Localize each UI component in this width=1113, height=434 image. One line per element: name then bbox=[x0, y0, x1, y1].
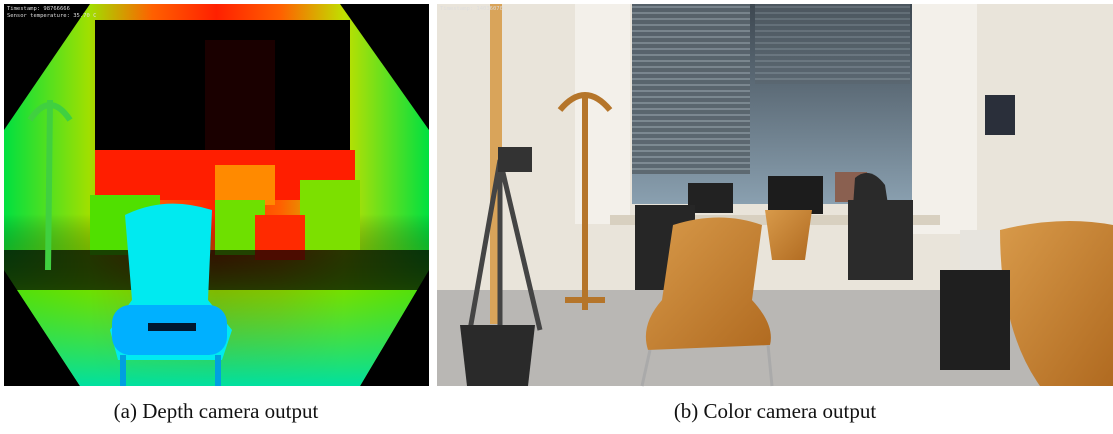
depth-image bbox=[4, 4, 429, 386]
page: Timestamp: 98766666 Sensor temperature: … bbox=[0, 0, 1113, 434]
caption: (a) Depth camera output bbox=[114, 399, 319, 423]
color-image bbox=[437, 4, 1113, 386]
overlay-text: Timestamp: 14036070 bbox=[440, 6, 503, 12]
overlay-text: Timestamp: 98766666 bbox=[7, 6, 70, 12]
figure: Timestamp: 98766666 Sensor temperature: … bbox=[0, 0, 1113, 434]
caption: (b) Color camera output bbox=[674, 399, 877, 423]
overlay-text: Sensor temperature: 35.70 C bbox=[7, 13, 96, 19]
